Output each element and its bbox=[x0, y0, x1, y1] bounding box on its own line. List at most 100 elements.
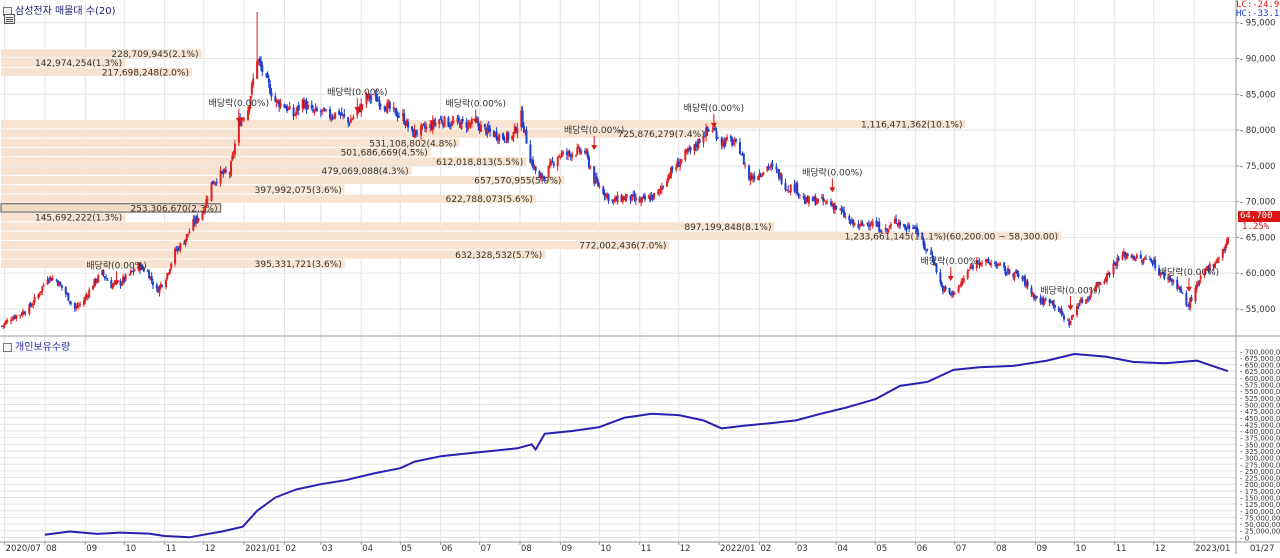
candle-body bbox=[695, 145, 698, 148]
candle-body bbox=[878, 221, 881, 232]
candle-body bbox=[634, 197, 637, 201]
candle-body bbox=[120, 283, 123, 286]
date-tick-label: 08 bbox=[46, 544, 57, 554]
candle-body bbox=[412, 129, 415, 137]
candle-body bbox=[961, 281, 964, 283]
candle-body bbox=[1059, 309, 1062, 313]
candle-body bbox=[456, 118, 459, 122]
candle-body bbox=[667, 175, 670, 181]
candle-body bbox=[697, 139, 700, 149]
candle-body bbox=[167, 272, 170, 274]
candle-body bbox=[343, 113, 346, 117]
candle-body bbox=[142, 268, 145, 272]
candle-body bbox=[249, 96, 252, 107]
candle-body bbox=[1185, 292, 1188, 306]
candle-body bbox=[822, 197, 825, 202]
candle-body bbox=[958, 285, 961, 287]
candle-body bbox=[397, 116, 400, 118]
candle-body bbox=[830, 201, 833, 205]
candle-body bbox=[997, 263, 1000, 266]
candle-body bbox=[1070, 315, 1073, 320]
candle-body bbox=[615, 197, 618, 201]
candle-body bbox=[261, 65, 264, 72]
candle-body bbox=[33, 297, 36, 303]
main-panel-title[interactable]: 삼성전자 매물대 수(20) bbox=[3, 2, 116, 17]
candle-body bbox=[124, 274, 127, 281]
candle-body bbox=[51, 278, 54, 280]
candle-body bbox=[470, 119, 473, 124]
candle-body bbox=[429, 124, 432, 129]
candle-body bbox=[193, 219, 196, 224]
candle-body bbox=[368, 93, 371, 98]
candle-body bbox=[666, 180, 669, 187]
candle-body bbox=[902, 224, 905, 226]
date-tick-label: 10 bbox=[1075, 544, 1086, 554]
candle-body bbox=[971, 265, 974, 269]
candle-body bbox=[623, 196, 626, 200]
sub-panel-title[interactable]: 개인보유수량 bbox=[3, 338, 70, 353]
volume-band-label: 725,876,279(7.4%) bbox=[618, 130, 705, 140]
candle-body bbox=[975, 259, 978, 269]
dividend-arrow-head bbox=[1185, 286, 1192, 292]
candle-body bbox=[602, 186, 605, 195]
holding-tick-label: - 350,000,000 bbox=[1240, 441, 1280, 449]
candle-body bbox=[740, 154, 743, 156]
candle-body bbox=[594, 177, 597, 184]
candle-body bbox=[496, 137, 499, 141]
candle-body bbox=[606, 194, 609, 196]
candle-body bbox=[620, 195, 623, 202]
volume-band bbox=[1, 67, 192, 77]
candle-body bbox=[804, 198, 807, 204]
candle-body bbox=[896, 223, 899, 225]
candle-body bbox=[469, 124, 472, 126]
candle-body bbox=[106, 279, 109, 281]
candle-body bbox=[1150, 258, 1153, 262]
candle-body bbox=[702, 136, 705, 143]
candle-body bbox=[1158, 268, 1161, 275]
candle-body bbox=[840, 208, 843, 211]
candle-body bbox=[888, 226, 891, 228]
candle-body bbox=[630, 194, 633, 201]
candle-body bbox=[4, 321, 7, 325]
candle-body bbox=[283, 104, 286, 108]
candle-body bbox=[671, 167, 674, 171]
candle-body bbox=[132, 270, 135, 272]
candle-body bbox=[211, 180, 214, 185]
candle-body bbox=[239, 118, 242, 126]
candle-body bbox=[1125, 254, 1128, 257]
candle-body bbox=[1152, 260, 1155, 264]
candle-body bbox=[768, 167, 771, 169]
date-tick-label: 03 bbox=[797, 544, 808, 554]
candle-body bbox=[738, 142, 741, 154]
candle-body bbox=[1199, 276, 1202, 280]
date-tick-label: 03 bbox=[322, 544, 333, 554]
panel-menu-icon[interactable] bbox=[4, 14, 15, 24]
candle-body bbox=[723, 141, 726, 147]
candle-body bbox=[1130, 255, 1133, 259]
candle-body bbox=[1014, 271, 1017, 273]
candle-body bbox=[304, 100, 307, 108]
holding-tick-label: - 275,000,000 bbox=[1240, 461, 1280, 469]
candle-body bbox=[1094, 288, 1097, 291]
candle-body bbox=[707, 130, 710, 132]
candle-body bbox=[806, 196, 809, 203]
candle-body bbox=[1049, 302, 1052, 304]
candle-body bbox=[548, 162, 551, 167]
candle-body bbox=[960, 282, 963, 287]
candle-body bbox=[1206, 266, 1209, 270]
panel-toggle-icon[interactable] bbox=[3, 342, 12, 352]
candle-body bbox=[949, 293, 952, 295]
candle-body bbox=[269, 83, 272, 94]
candle-body bbox=[1012, 274, 1015, 277]
candle-body bbox=[129, 270, 132, 274]
candle-body bbox=[188, 231, 191, 234]
candle-body bbox=[921, 235, 924, 239]
candle-body bbox=[797, 193, 800, 195]
candle-body bbox=[731, 137, 734, 146]
candle-body bbox=[138, 263, 141, 271]
candle-body bbox=[904, 224, 907, 229]
candle-body bbox=[1154, 259, 1157, 268]
holding-tick-label: - 300,000,000 bbox=[1240, 455, 1280, 463]
candle-body bbox=[1025, 281, 1028, 287]
